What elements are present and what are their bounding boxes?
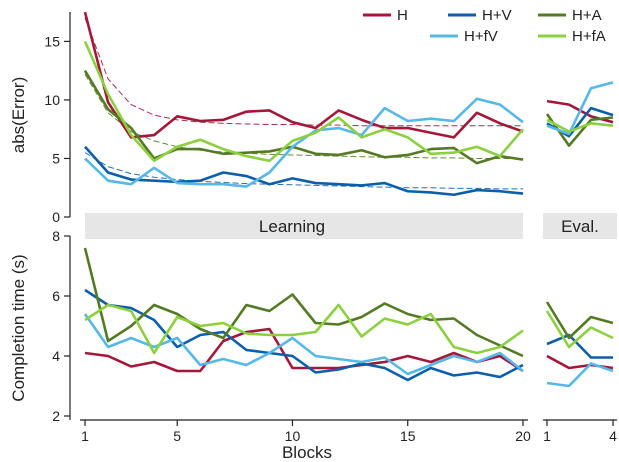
learning-band-label: Learning [259, 217, 325, 236]
y-tick-label: 8 [52, 228, 60, 244]
series-line-h-fv [84, 97, 524, 188]
legend-label: H+fA [572, 28, 606, 45]
x-tick-label: 1 [81, 428, 89, 444]
series-line-h [84, 327, 524, 373]
series-line-h-fa [84, 303, 524, 355]
eval-line-h-fv [546, 81, 614, 136]
y-tick-label: 0 [52, 209, 60, 225]
legend-bg [442, 7, 522, 23]
eval-band [543, 213, 617, 239]
eval-line-h-fa [546, 118, 614, 133]
legend-label: H+fV [464, 28, 498, 45]
series-line-h-a [83, 70, 524, 165]
legend-label: H+V [482, 7, 512, 24]
eval-line-h-v [546, 333, 613, 359]
learning-band [85, 213, 523, 239]
eval-band-label: Eval. [561, 217, 599, 236]
legend-bg [532, 28, 612, 44]
x-tick-label: 1 [543, 428, 551, 444]
trend-line-h-a [84, 73, 523, 159]
legend-bg [532, 7, 612, 23]
series-line-h-fa [83, 40, 524, 163]
x-axis-label: Blocks [282, 443, 332, 462]
legend-bg [424, 28, 504, 44]
eval-line-h-a [545, 301, 614, 340]
y-tick-label: 5 [52, 150, 60, 166]
y-tick-label: 6 [52, 288, 60, 304]
y-tick-label: 15 [44, 33, 60, 49]
series-line-h [83, 11, 524, 139]
x-tick-label: 5 [173, 428, 181, 444]
x-tick-label: 15 [400, 428, 416, 444]
eval-line-h-fa [545, 310, 614, 349]
top-y-axis-label: abs(Error) [9, 77, 28, 154]
legend-label: H [397, 7, 408, 24]
legend: H H+V H+A H+fV H+fA [357, 7, 612, 45]
trend-line-h-v [84, 152, 523, 190]
y-tick-label: 10 [44, 92, 60, 108]
legend-label: H+A [572, 7, 602, 24]
y-tick-label: 4 [52, 348, 60, 364]
bottom-y-axis-label: Completion time (s) [9, 254, 28, 401]
x-tick-label: 20 [515, 428, 531, 444]
eval-line-h-fv [546, 362, 614, 388]
series-group [83, 11, 614, 388]
series-line-h-v [84, 288, 524, 382]
y-tick-label: 2 [52, 408, 60, 424]
x-tick-label: 10 [285, 428, 301, 444]
x-tick-label: 4 [609, 428, 617, 444]
series-line-h-v [84, 145, 524, 197]
series-line-h-a [83, 247, 524, 358]
